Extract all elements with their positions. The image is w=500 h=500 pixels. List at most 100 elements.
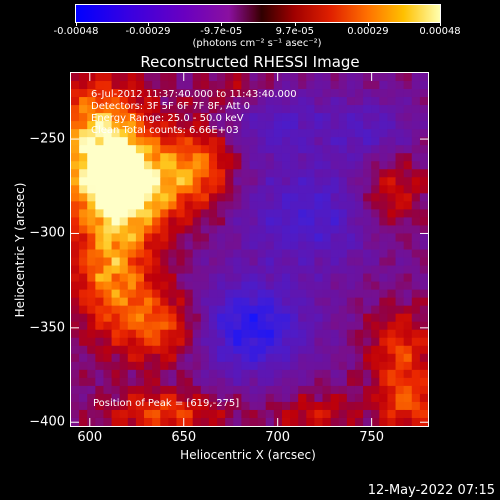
- heatmap-cell: [330, 345, 340, 355]
- colorbar-tick: [294, 23, 296, 26]
- heatmap-cell: [281, 145, 291, 154]
- heatmap-cell: [241, 393, 251, 403]
- heatmap-cell: [281, 225, 291, 235]
- heatmap-cell: [395, 393, 405, 403]
- heatmap-cell: [95, 225, 105, 235]
- heatmap-cell: [241, 281, 251, 291]
- heatmap-cell: [395, 217, 405, 227]
- heatmap-cell: [257, 297, 267, 307]
- heatmap-cell: [306, 345, 316, 355]
- heatmap-cell: [395, 305, 405, 315]
- heatmap-cell: [87, 209, 96, 219]
- heatmap-cell: [338, 369, 348, 379]
- heatmap-cell: [249, 209, 259, 219]
- heatmap-cell: [298, 185, 307, 194]
- heatmap-cell: [144, 329, 153, 339]
- heatmap-cell: [241, 225, 251, 235]
- heatmap-cell: [184, 105, 194, 114]
- heatmap-cell: [111, 185, 121, 194]
- heatmap-cell: [371, 177, 380, 186]
- heatmap-cell: [160, 257, 169, 267]
- heatmap-cell: [87, 129, 96, 138]
- heatmap-cell: [208, 297, 218, 307]
- heatmap-cell: [306, 145, 316, 154]
- heatmap-cell: [192, 369, 202, 379]
- heatmap-cell: [103, 393, 113, 403]
- heatmap-cell: [217, 273, 226, 283]
- heatmap-cell: [338, 97, 348, 106]
- heatmap-cell: [290, 145, 299, 154]
- heatmap-cell: [103, 73, 113, 82]
- heatmap-cell: [233, 369, 242, 379]
- heatmap-cell: [95, 401, 105, 411]
- heatmap-cell: [127, 153, 137, 162]
- heatmap-cell: [298, 233, 307, 243]
- heatmap-cell: [160, 329, 169, 339]
- heatmap-cell: [257, 329, 267, 339]
- heatmap-cell: [306, 337, 316, 347]
- heatmap-cell: [176, 265, 186, 275]
- heatmap-cell: [298, 193, 307, 202]
- heatmap-cell: [87, 297, 96, 307]
- heatmap-cell: [135, 137, 145, 146]
- heatmap-cell: [176, 73, 186, 82]
- heatmap-cell: [330, 201, 340, 210]
- heatmap-cell: [103, 313, 113, 323]
- heatmap-cell: [306, 105, 316, 114]
- heatmap-cell: [79, 401, 88, 411]
- heatmap-cell: [314, 313, 324, 323]
- heatmap-cell: [281, 329, 291, 339]
- heatmap-cell: [152, 289, 161, 299]
- heatmap-cell: [135, 145, 145, 154]
- heatmap-cell: [135, 81, 145, 90]
- heatmap-cell: [346, 177, 356, 186]
- heatmap-cell: [233, 153, 242, 162]
- heatmap-cell: [87, 409, 96, 419]
- heatmap-cell: [281, 409, 291, 419]
- heatmap-cell: [371, 401, 380, 411]
- heatmap-cell: [87, 97, 96, 106]
- heatmap-cell: [79, 345, 88, 355]
- heatmap-cell: [265, 377, 275, 387]
- heatmap-cell: [233, 297, 242, 307]
- heatmap-cell: [241, 289, 251, 299]
- heatmap-cell: [419, 369, 428, 379]
- heatmap-cell: [290, 73, 299, 82]
- heatmap-cell: [95, 209, 105, 219]
- heatmap-cell: [127, 417, 137, 426]
- heatmap-cell: [119, 369, 129, 379]
- heatmap-cell: [363, 89, 372, 98]
- heatmap-cell: [95, 89, 105, 98]
- heatmap-cell: [403, 185, 413, 194]
- heatmap-cell: [371, 241, 380, 251]
- heatmap-cell: [184, 89, 194, 98]
- heatmap-cell: [273, 385, 283, 395]
- heatmap-cell: [419, 89, 428, 98]
- heatmap-cell: [95, 305, 105, 315]
- heatmap-cell: [144, 81, 153, 90]
- heatmap-cell: [200, 337, 210, 347]
- heatmap-cell: [208, 361, 218, 371]
- heatmap-cell: [387, 209, 397, 219]
- heatmap-cell: [119, 417, 129, 426]
- heatmap-cell: [168, 161, 178, 170]
- heatmap-cell: [290, 89, 299, 98]
- heatmap-cell: [184, 265, 194, 275]
- heatmap-cell: [184, 217, 194, 227]
- y-axis-label: Heliocentric Y (arcsec): [13, 182, 27, 318]
- heatmap-cell: [354, 177, 364, 186]
- heatmap-cell: [306, 257, 316, 267]
- heatmap-cell: [184, 337, 194, 347]
- heatmap-cell: [330, 153, 340, 162]
- heatmap-cell: [103, 353, 113, 363]
- heatmap-cell: [363, 313, 372, 323]
- heatmap-cell: [184, 137, 194, 146]
- heatmap-plot: 6-Jul-2012 11:37:40.000 to 11:43:40.000 …: [70, 72, 429, 427]
- heatmap-cell: [241, 257, 251, 267]
- heatmap-cell: [338, 113, 348, 122]
- heatmap-cell: [160, 353, 169, 363]
- heatmap-cell: [363, 297, 372, 307]
- heatmap-cell: [208, 225, 218, 235]
- heatmap-cell: [127, 345, 137, 355]
- heatmap-cell: [330, 233, 340, 243]
